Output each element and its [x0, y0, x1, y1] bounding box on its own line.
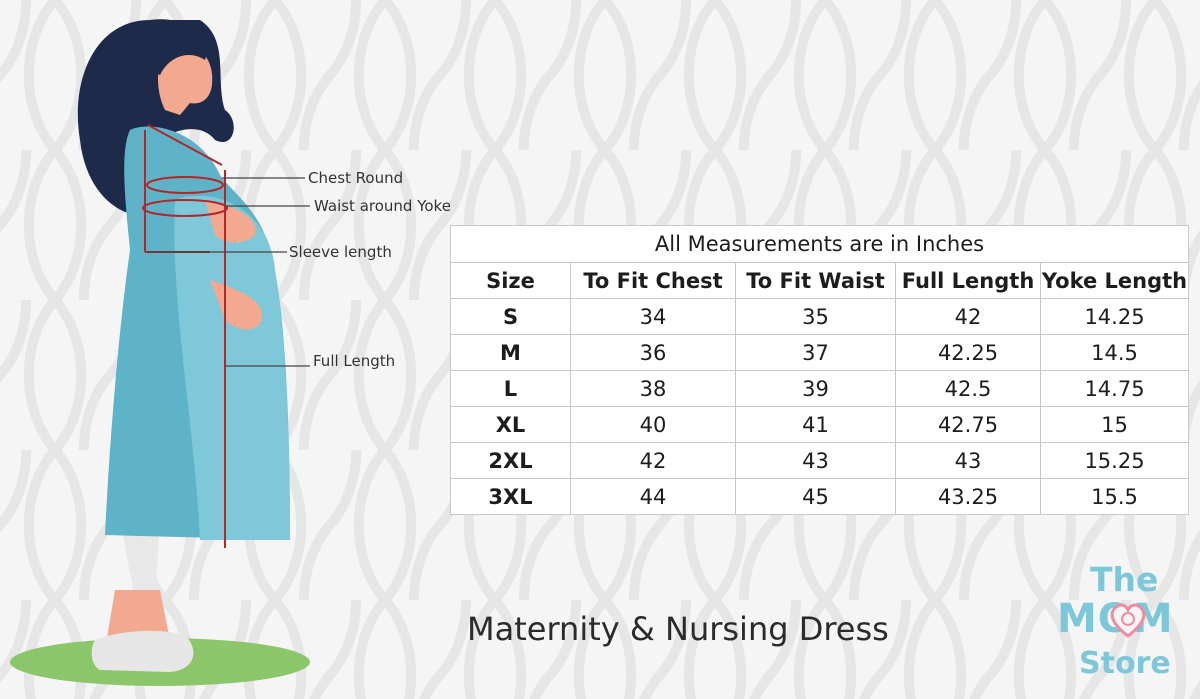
logo-line-store: Store	[1079, 646, 1171, 681]
belly-highlight	[174, 195, 290, 541]
header-waist: To Fit Waist	[735, 262, 896, 299]
face-shape	[158, 44, 213, 115]
full-length-cell: 42.5	[895, 370, 1041, 407]
header-yoke-length: Yoke Length	[1039, 262, 1190, 299]
yoke-length-cell: 14.5	[1039, 334, 1190, 371]
yoke-length-cell: 15.5	[1039, 478, 1190, 515]
size-cell: M	[450, 334, 571, 371]
heart-icon	[1110, 603, 1146, 638]
size-cell: XL	[450, 406, 571, 443]
leggings	[120, 520, 160, 600]
arm-upper	[205, 200, 256, 243]
table-caption-row: All Measurements are in Inches	[449, 225, 1190, 263]
callout-sleeve-length: Sleeve length	[289, 243, 392, 261]
callout-chest-round: Chest Round	[308, 169, 404, 187]
size-cell: 3XL	[450, 478, 571, 515]
table-row: M 36 37 42.25 14.5	[450, 334, 1190, 371]
waist-cell: 39	[735, 370, 896, 407]
table-header-row: Size To Fit Chest To Fit Waist Full Leng…	[450, 262, 1190, 299]
chest-cell: 40	[570, 406, 736, 443]
size-chart-table: All Measurements are in Inches Size To F…	[449, 225, 1190, 515]
size-cell: L	[450, 370, 571, 407]
table-row: L 38 39 42.5 14.75	[450, 370, 1190, 407]
yoke-length-cell: 15.25	[1039, 442, 1190, 479]
header-size: Size	[450, 262, 571, 299]
yoke-length-cell: 15	[1039, 406, 1190, 443]
chest-cell: 34	[570, 298, 736, 335]
chest-cell: 42	[570, 442, 736, 479]
header-chest: To Fit Chest	[570, 262, 736, 299]
yoke-length-cell: 14.25	[1039, 298, 1190, 335]
full-length-cell: 43.25	[895, 478, 1041, 515]
full-length-cell: 42.25	[895, 334, 1041, 371]
size-cell: S	[450, 298, 571, 335]
chest-cell: 44	[570, 478, 736, 515]
callout-leaders	[148, 177, 310, 367]
table-caption: All Measurements are in Inches	[449, 225, 1190, 263]
chest-cell: 38	[570, 370, 736, 407]
waist-cell: 45	[735, 478, 896, 515]
waist-cell: 37	[735, 334, 896, 371]
full-length-cell: 42.75	[895, 406, 1041, 443]
table-row: 2XL 42 43 43 15.25	[450, 442, 1190, 479]
waist-cell: 41	[735, 406, 896, 443]
size-cell: 2XL	[450, 442, 571, 479]
full-length-cell: 43	[895, 442, 1041, 479]
chest-cell: 36	[570, 334, 736, 371]
table-row: XL 40 41 42.75 15	[450, 406, 1190, 443]
table-row: S 34 35 42 14.25	[450, 298, 1190, 335]
waist-cell: 35	[735, 298, 896, 335]
shoe	[91, 630, 194, 672]
product-title: Maternity & Nursing Dress	[467, 610, 889, 648]
full-length-cell: 42	[895, 298, 1041, 335]
yoke-length-cell: 14.75	[1039, 370, 1190, 407]
table-row: 3XL 44 45 43.25 15.5	[450, 478, 1190, 515]
callout-full-length: Full Length	[313, 352, 396, 370]
the-mom-store-logo: The MOM Store	[1055, 560, 1195, 690]
arm-lower	[210, 280, 263, 330]
header-full-length: Full Length	[895, 262, 1041, 299]
logo-line-the: The	[1090, 560, 1159, 599]
waist-cell: 43	[735, 442, 896, 479]
callout-waist-around-yoke: Waist around Yoke	[314, 197, 451, 215]
